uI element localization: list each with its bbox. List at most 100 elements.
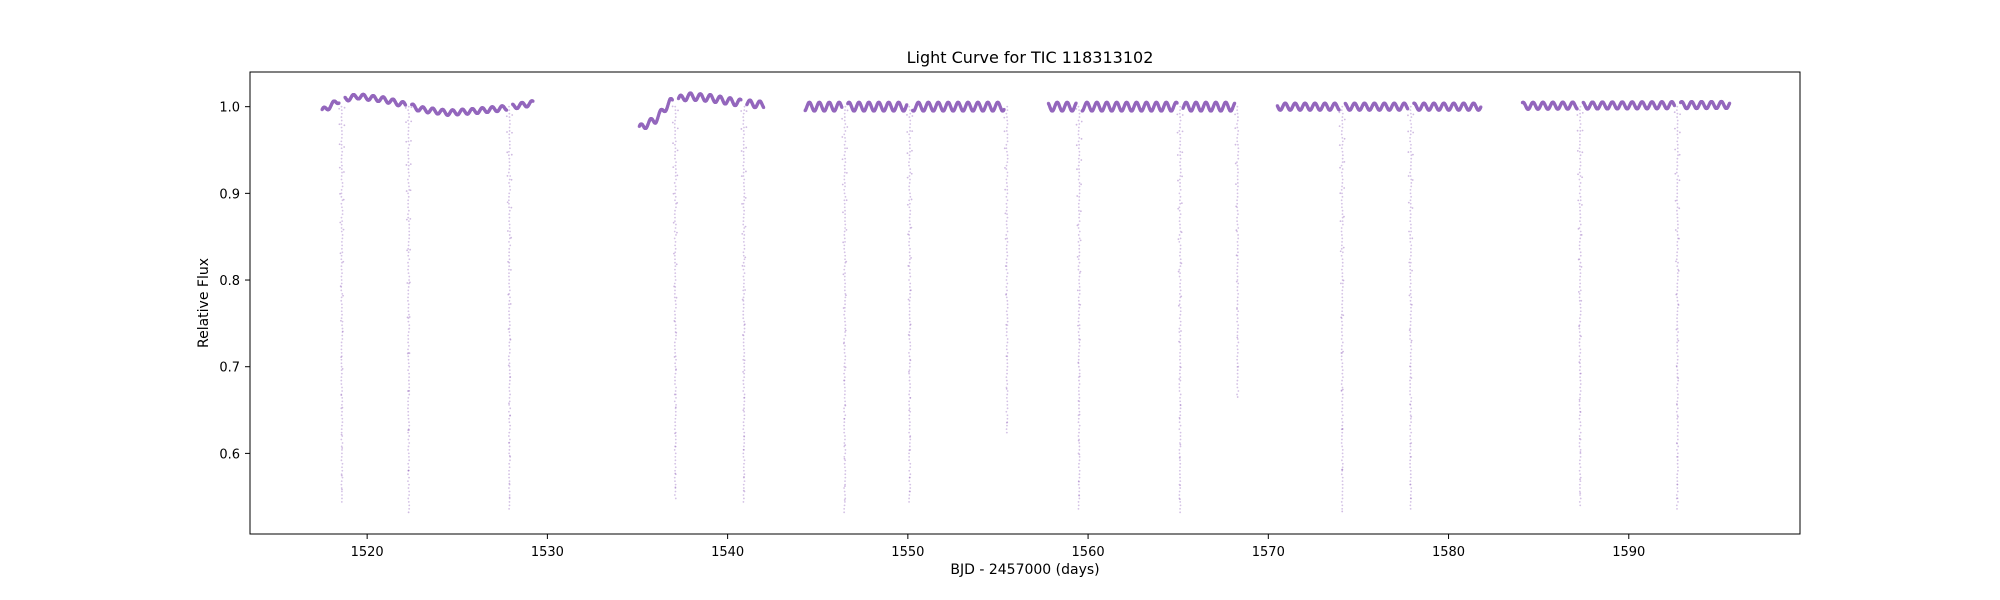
data-point [1406, 107, 1409, 110]
data-point [405, 121, 407, 123]
data-point [1076, 144, 1078, 146]
data-point [842, 184, 844, 186]
data-point [744, 256, 746, 258]
data-point [745, 197, 747, 199]
data-point [1181, 202, 1183, 204]
data-point [406, 219, 408, 221]
data-point [911, 173, 913, 175]
data-point [406, 164, 408, 166]
data-point [1004, 213, 1006, 215]
data-point [506, 131, 508, 133]
data-point [343, 124, 345, 126]
data-point [1408, 231, 1410, 233]
data-point [844, 458, 846, 460]
data-point [745, 171, 747, 173]
data-point [1408, 262, 1410, 264]
data-point [404, 104, 407, 107]
data-point [1077, 289, 1079, 291]
data-point [1577, 150, 1579, 152]
data-point [910, 257, 912, 259]
data-point [1582, 130, 1584, 132]
data-point [337, 101, 340, 104]
data-point [745, 126, 747, 128]
data-point [1579, 478, 1581, 480]
data-point [1578, 291, 1580, 293]
data-point [1343, 247, 1345, 249]
data-point [908, 409, 910, 411]
data-point [846, 199, 848, 201]
data-point [1412, 207, 1414, 209]
data-point [1479, 105, 1482, 108]
data-point [1177, 208, 1179, 210]
data-point [340, 320, 342, 322]
data-point [1343, 187, 1345, 189]
data-point [506, 115, 508, 117]
data-point [671, 98, 674, 101]
data-point [1581, 204, 1583, 206]
data-point [511, 179, 513, 181]
data-point [676, 174, 678, 176]
data-point [1407, 131, 1409, 133]
data-point [1340, 220, 1342, 222]
data-point [1182, 130, 1184, 132]
data-point [1580, 300, 1582, 302]
data-point [677, 149, 679, 151]
data-point [741, 233, 743, 235]
data-point [1341, 511, 1343, 513]
data-point [762, 106, 765, 109]
data-point [1407, 114, 1409, 116]
data-point [742, 371, 744, 373]
data-point [906, 114, 908, 116]
data-point [1411, 270, 1413, 272]
data-point [1080, 183, 1082, 185]
chart-title: Light Curve for TIC 118313102 [907, 48, 1154, 67]
data-point [344, 107, 346, 109]
data-point [673, 253, 675, 255]
data-point [1412, 154, 1414, 156]
data-point [1234, 104, 1236, 106]
data-point [745, 147, 747, 149]
data-point [677, 109, 679, 111]
data-point [406, 190, 408, 192]
data-point [411, 106, 413, 108]
data-point [1075, 108, 1077, 110]
data-point [672, 166, 674, 168]
data-point [1234, 127, 1236, 129]
data-point [1581, 151, 1583, 153]
data-point [343, 146, 345, 148]
data-point [911, 199, 913, 201]
data-point [1411, 340, 1413, 342]
data-point [342, 295, 344, 297]
data-point [676, 232, 678, 234]
data-point [841, 118, 843, 120]
data-point [1179, 444, 1181, 446]
data-point [1409, 295, 1411, 297]
data-point [507, 230, 509, 232]
data-point [1339, 167, 1341, 169]
data-point [1180, 330, 1182, 332]
data-point [531, 100, 534, 103]
data-point [1581, 266, 1583, 268]
data-point [1236, 281, 1238, 283]
data-point [911, 115, 913, 117]
data-point [1176, 101, 1179, 104]
data-point [1339, 192, 1341, 194]
data-point [1005, 238, 1007, 240]
data-point [1004, 147, 1006, 149]
data-point [510, 303, 512, 305]
data-point [1235, 144, 1237, 146]
data-point [842, 211, 844, 213]
data-point [410, 140, 412, 142]
data-point [1339, 125, 1341, 127]
data-point [673, 222, 675, 224]
data-point [1340, 250, 1342, 252]
data-point [1077, 256, 1079, 258]
data-point [842, 241, 844, 243]
data-point [742, 265, 744, 267]
data-point [1411, 237, 1413, 239]
data-point [1076, 124, 1078, 126]
data-point [1176, 113, 1178, 115]
data-point [844, 499, 846, 501]
data-point [406, 249, 408, 251]
